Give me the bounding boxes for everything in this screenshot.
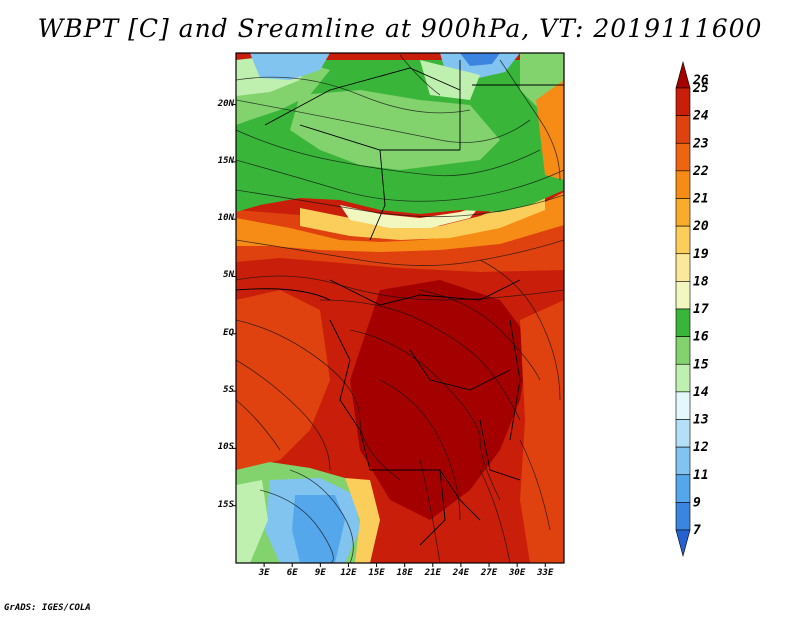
grads-credit: GrADS: IGES/COLA — [4, 603, 91, 613]
lon-label: 27E — [480, 568, 498, 578]
colorbar-label: 26 — [692, 73, 709, 88]
lon-label: 33E — [537, 568, 554, 578]
colorbar-segment — [675, 308, 691, 337]
map-frame — [235, 52, 565, 564]
lon-label: 24E — [452, 568, 470, 578]
lon-label: 30E — [509, 568, 526, 578]
lat-label: 15N — [217, 155, 234, 166]
colorbar-segment — [675, 170, 691, 199]
colorbar-label: 18 — [693, 274, 709, 289]
colorbar-label: 12 — [693, 440, 709, 455]
colorbar-segment — [675, 198, 691, 227]
colorbar-label: 11 — [693, 468, 709, 483]
colorbar-segment — [675, 446, 691, 476]
lat-label: 5S — [223, 385, 234, 396]
colorbar-top-arrow — [675, 60, 691, 89]
colorbar-label: 9 — [693, 495, 701, 510]
lon-label: 3E — [258, 568, 270, 578]
wbpt-field — [236, 53, 564, 563]
map-title: WBPT [C] and Sreamline at 900hPa, VT: 20… — [37, 14, 763, 43]
lon-label: 21E — [424, 568, 441, 578]
lat-label: 5N — [223, 270, 234, 281]
lat-label: 10N — [217, 213, 234, 224]
colorbar-segment — [675, 336, 691, 365]
colorbar-label: 15 — [693, 357, 709, 372]
colorbar-label: 16 — [693, 330, 709, 345]
colorbar-label: 20 — [692, 219, 709, 234]
lon-label: 6E — [286, 568, 298, 578]
colorbar-label: 24 — [692, 109, 709, 124]
colorbar-segment — [675, 474, 691, 503]
colorbar-label: 17 — [693, 302, 709, 317]
colorbar-label: 21 — [692, 192, 709, 207]
lon-ticks — [263, 563, 546, 567]
colorbar-segment — [675, 391, 691, 420]
colorbar-segment — [675, 419, 691, 448]
colorbar-segment — [675, 253, 691, 282]
colorbar-label: 25 — [692, 81, 709, 96]
lat-label: 10S — [217, 442, 234, 453]
colorbar-label: 19 — [693, 247, 709, 262]
lat-label: 15S — [217, 499, 234, 510]
lat-label: EQ — [223, 327, 234, 338]
colorbar-segment — [675, 115, 691, 144]
colorbar-label: 14 — [693, 385, 709, 400]
colorbar-segment — [675, 225, 691, 255]
colorbar-bottom-arrow — [675, 529, 691, 558]
colorbar-segment — [675, 142, 691, 172]
colorbar-segment — [675, 281, 691, 310]
colorbar-label: 23 — [692, 136, 709, 151]
lat-ticks — [232, 104, 236, 507]
lon-label: 15E — [368, 568, 385, 578]
lat-label: 20N — [217, 98, 234, 109]
lon-label: 18E — [396, 568, 413, 578]
colorbar-segment — [675, 87, 691, 116]
colorbar-label: 22 — [692, 164, 709, 179]
lon-label: 12E — [340, 568, 357, 578]
colorbar-segment — [675, 502, 691, 531]
colorbar-label: 7 — [693, 523, 701, 538]
colorbar-segment — [675, 363, 691, 393]
lon-label: 9E — [314, 568, 326, 578]
colorbar-label: 13 — [693, 413, 709, 428]
